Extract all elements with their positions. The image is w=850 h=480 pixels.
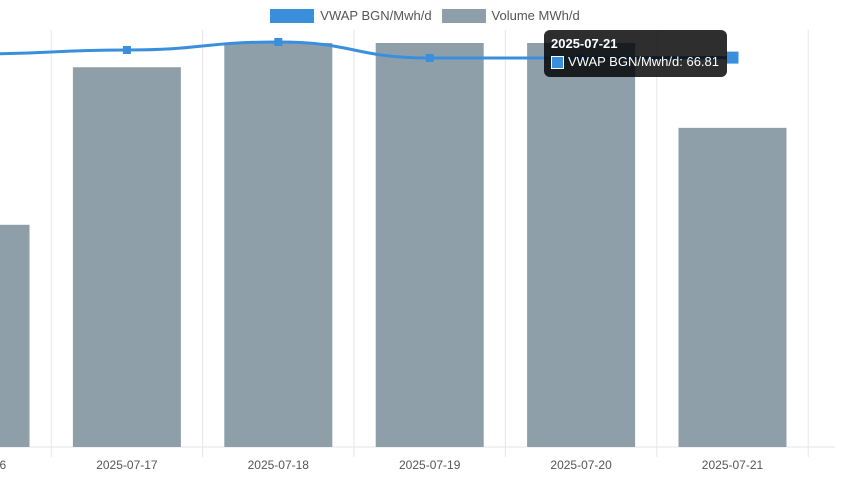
tooltip-color-box (551, 55, 564, 69)
legend-swatch-vwap (270, 8, 315, 23)
tooltip-title: 2025-07-21 (551, 36, 618, 51)
volume-bar[interactable] (527, 43, 636, 447)
x-tick-label: 2025-07-16 (0, 458, 7, 472)
tooltip-row: VWAP BGN/Mwh/d: 66.81 (551, 53, 719, 71)
volume-bars (0, 43, 787, 448)
vwap-point[interactable] (122, 46, 131, 54)
volume-bar[interactable] (224, 43, 333, 447)
vwap-point[interactable] (425, 54, 434, 62)
legend-label-volume: Volume MWh/d (491, 8, 580, 23)
volume-bar[interactable] (678, 127, 787, 447)
legend-swatch-volume (441, 8, 486, 23)
vwap-point[interactable] (274, 38, 283, 46)
volume-bar[interactable] (72, 67, 181, 448)
x-tick-label: 2025-07-20 (550, 458, 612, 472)
chart-legend: VWAP BGN/Mwh/d Volume MWh/d (0, 8, 850, 23)
vwap-point[interactable] (726, 51, 739, 64)
volume-bar[interactable] (375, 43, 484, 447)
x-tick-label: 2025-07-17 (96, 458, 158, 472)
legend-item-vwap[interactable]: VWAP BGN/Mwh/d (270, 8, 432, 23)
volume-bar[interactable] (0, 224, 30, 447)
x-tick-label: 2025-07-21 (702, 458, 764, 472)
x-tick-label: 2025-07-18 (248, 458, 310, 472)
x-axis: 2025-07-16 2025-07-17 2025-07-18 2025-07-19… (0, 458, 764, 472)
legend-item-volume[interactable]: Volume MWh/d (441, 8, 580, 23)
x-tick-label: 2025-07-19 (399, 458, 461, 472)
tooltip-label: VWAP BGN/Mwh/d: 66.81 (568, 54, 720, 69)
legend-label-vwap: VWAP BGN/Mwh/d (320, 8, 432, 23)
data-tooltip: 2025-07-21 VWAP BGN/Mwh/d: 66.81 (544, 30, 728, 77)
